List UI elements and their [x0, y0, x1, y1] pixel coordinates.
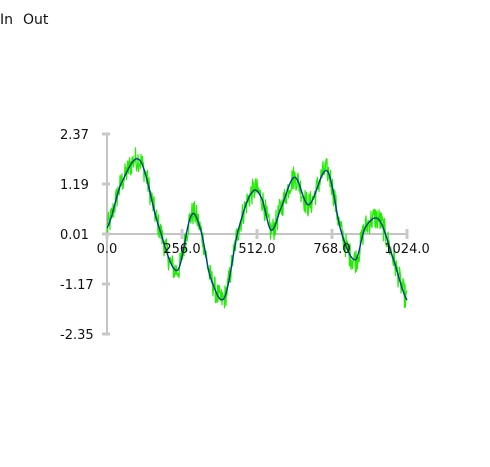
y-tick-label: -2.35 [60, 328, 94, 343]
y-tick-label: 0.01 [60, 228, 89, 243]
plot-group [106, 147, 408, 309]
axes-group [102, 132, 409, 336]
y-tick-label: 1.19 [60, 178, 89, 193]
x-tick-label: 512.0 [238, 242, 275, 257]
tab-in[interactable]: In [0, 12, 14, 28]
x-tick-label: 768.0 [313, 242, 350, 257]
y-tick-label: -1.17 [60, 278, 94, 293]
tab-out[interactable]: Out [23, 12, 49, 28]
smoothed-signal-line [106, 158, 408, 301]
tab-bar: In Out [0, 12, 48, 28]
y-tick-label: 2.37 [60, 128, 89, 143]
noisy-signal-line [106, 147, 408, 309]
x-tick-label: 256.0 [163, 242, 200, 257]
x-tick-label: 0.0 [97, 242, 118, 257]
x-tick-label: 1024.0 [384, 242, 430, 257]
tick-label-group: 2.37 1.19 0.01 -1.17 -2.35 0.0 256.0 512.0 768.0… [60, 128, 430, 343]
